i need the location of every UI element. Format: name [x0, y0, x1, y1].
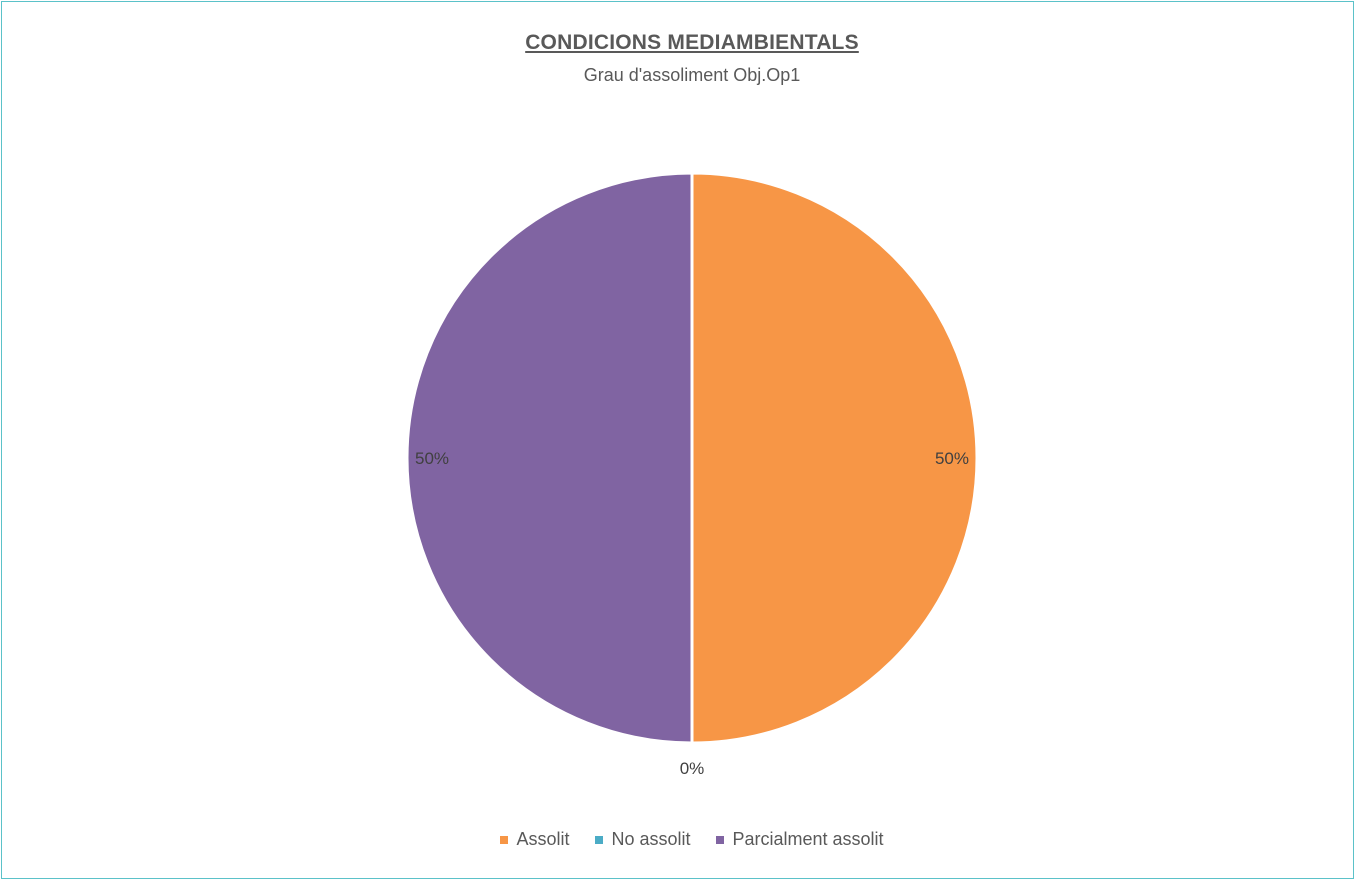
legend-swatch-assolit: [500, 835, 509, 844]
data-label-assolit: 50%: [935, 449, 969, 468]
legend: Assolit No assolit Parcialment assolit: [0, 829, 1358, 850]
pie-slice-parcialment-assolit: [405, 171, 694, 745]
chart-title: CONDICIONS MEDIAMBIENTALS: [525, 31, 859, 54]
legend-swatch-parcialment-assolit: [716, 835, 725, 844]
legend-label-assolit: Assolit: [516, 829, 570, 849]
legend-label-parcialment-assolit: Parcialment assolit: [732, 829, 884, 849]
legend-item-no-assolit: No assolit: [595, 829, 690, 850]
data-label-no-assolit: 0%: [680, 759, 705, 778]
legend-item-assolit: Assolit: [500, 829, 569, 850]
legend-item-parcialment-assolit: Parcialment assolit: [716, 829, 884, 850]
legend-swatch-no-assolit: [595, 835, 604, 844]
legend-label-no-assolit: No assolit: [611, 829, 691, 849]
pie-slice-assolit: [690, 171, 979, 745]
chart-subtitle: Grau d'assoliment Obj.Op1: [583, 65, 801, 85]
data-label-parcialment-assolit: 50%: [415, 449, 449, 468]
